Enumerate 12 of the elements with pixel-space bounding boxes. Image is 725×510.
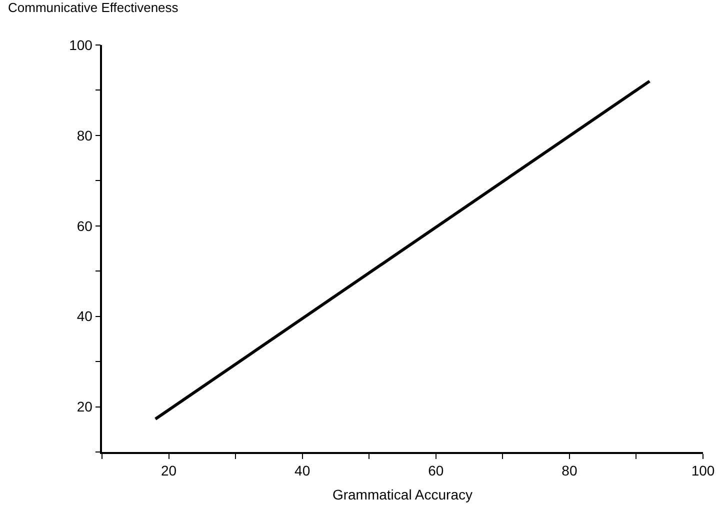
x-tick-label: 100 bbox=[691, 462, 715, 479]
x-tick-label: 20 bbox=[160, 462, 177, 479]
y-tick-label: 60 bbox=[76, 218, 93, 234]
x-tick-label: 60 bbox=[428, 462, 444, 479]
y-tick-label: 40 bbox=[76, 308, 93, 324]
y-tick-label: 100 bbox=[69, 36, 93, 53]
y-axis-title: Communicative Effectiveness bbox=[8, 0, 179, 15]
x-axis-title: Grammatical Accuracy bbox=[332, 486, 473, 502]
x-tick-label: 80 bbox=[562, 462, 578, 479]
y-tick-label: 20 bbox=[76, 398, 93, 415]
x-tick-label: 40 bbox=[294, 462, 310, 479]
y-tick-label: 80 bbox=[76, 127, 93, 144]
